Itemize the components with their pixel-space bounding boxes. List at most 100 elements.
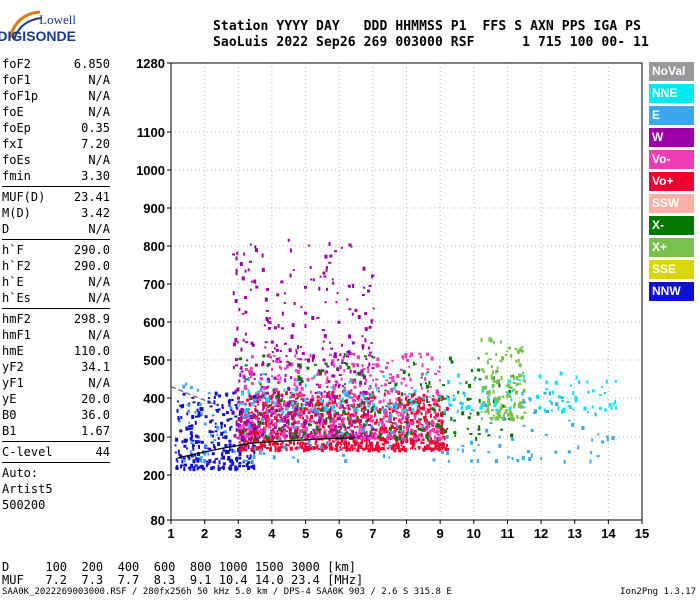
data-point <box>269 397 273 400</box>
data-point <box>259 397 263 400</box>
data-point <box>494 399 497 404</box>
data-point <box>516 459 520 463</box>
data-point <box>237 396 240 400</box>
data-point <box>499 406 503 409</box>
data-point <box>331 436 334 439</box>
data-point <box>276 443 280 445</box>
data-point <box>395 447 399 450</box>
data-point <box>327 433 331 436</box>
data-point <box>307 411 311 415</box>
data-point <box>183 438 187 442</box>
data-point <box>329 414 332 419</box>
data-point <box>391 408 394 413</box>
legend-item-e: E <box>649 106 694 125</box>
data-point <box>385 440 389 444</box>
data-point <box>222 467 225 471</box>
param-label: hmE <box>2 344 24 358</box>
data-point <box>334 447 338 451</box>
data-point <box>278 419 282 423</box>
data-point <box>372 307 375 310</box>
data-point <box>255 429 257 434</box>
data-point <box>390 387 394 392</box>
data-point <box>305 414 308 418</box>
data-point <box>583 406 587 411</box>
data-point <box>468 383 472 388</box>
data-point <box>410 447 413 450</box>
data-point <box>242 447 245 452</box>
data-point <box>338 429 341 434</box>
data-point <box>392 380 396 383</box>
data-point <box>608 403 612 408</box>
data-point <box>378 408 381 411</box>
data-point <box>379 370 383 373</box>
data-point <box>480 417 483 421</box>
data-point <box>247 441 250 444</box>
data-point <box>437 442 441 445</box>
data-point <box>533 412 537 414</box>
data-point <box>316 372 320 376</box>
data-point <box>273 422 277 427</box>
data-point <box>404 353 408 357</box>
data-point <box>444 446 447 451</box>
data-point <box>427 409 431 411</box>
data-point <box>247 445 250 450</box>
data-point <box>426 431 430 434</box>
data-point <box>270 419 274 422</box>
data-point <box>251 411 253 414</box>
data-point <box>424 382 427 385</box>
param-label: B0 <box>2 408 17 422</box>
data-point <box>339 434 343 437</box>
data-point <box>213 446 216 450</box>
data-point <box>362 405 366 410</box>
data-point <box>346 416 349 421</box>
data-point <box>361 364 364 368</box>
data-point <box>521 391 524 396</box>
data-point <box>526 450 530 454</box>
data-point <box>426 371 429 374</box>
data-point <box>393 416 396 421</box>
data-point <box>207 392 211 395</box>
data-point <box>372 356 376 359</box>
data-point <box>315 402 318 405</box>
data-point <box>217 442 221 446</box>
data-point <box>509 386 513 390</box>
data-point <box>515 390 518 395</box>
data-point <box>266 380 269 383</box>
data-point <box>364 327 368 332</box>
data-point <box>440 399 443 402</box>
data-point <box>407 415 410 417</box>
data-point <box>317 414 321 417</box>
data-point <box>378 445 381 450</box>
data-point <box>242 374 246 377</box>
data-point <box>342 424 346 427</box>
data-point <box>437 395 441 398</box>
data-point <box>234 465 238 468</box>
data-point <box>495 408 499 412</box>
data-point <box>416 405 420 410</box>
data-point <box>238 452 242 456</box>
data-point <box>250 341 254 345</box>
data-point <box>240 437 244 442</box>
data-point <box>177 400 180 403</box>
data-point <box>562 408 566 413</box>
data-point <box>245 459 249 462</box>
data-point <box>175 458 178 462</box>
data-point <box>264 392 267 395</box>
data-point <box>591 438 594 442</box>
data-point <box>342 391 346 394</box>
data-point <box>344 413 348 416</box>
data-point <box>417 418 420 422</box>
data-point <box>245 433 249 438</box>
data-point <box>315 434 318 438</box>
data-point <box>242 411 245 414</box>
data-point <box>461 444 465 447</box>
param-row: fmin 3.30 <box>2 168 110 184</box>
data-point <box>457 390 460 394</box>
data-point <box>386 436 390 439</box>
data-point <box>376 357 380 362</box>
data-point <box>332 386 336 391</box>
data-point <box>247 391 251 394</box>
data-point <box>477 357 480 360</box>
data-point <box>305 397 309 400</box>
data-point <box>369 410 373 413</box>
